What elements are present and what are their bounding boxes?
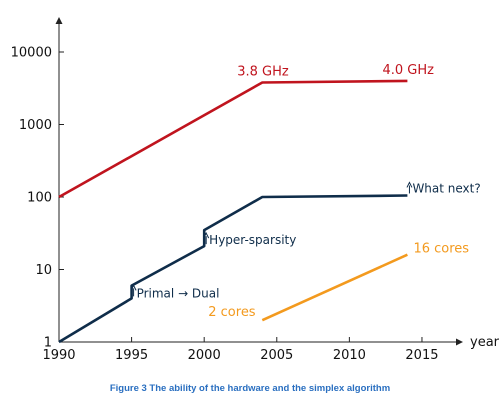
y-axis-arrow xyxy=(55,17,63,24)
series-line-3 xyxy=(261,253,408,322)
axes: year 1990 1995 2000 2005 2010 2015 1 10 100 1000 10… xyxy=(11,17,500,363)
figure-caption: Figure 3 The ability of the hardware and… xyxy=(109,383,391,394)
annotation-label: What next? xyxy=(412,181,480,195)
chart: year 1990 1995 2000 2005 2010 2015 1 10 100 1000 10… xyxy=(11,17,500,363)
annotation-label: 2 cores xyxy=(208,305,256,320)
y-tick-label: 1000 xyxy=(19,118,52,133)
x-axis-arrow xyxy=(456,338,463,346)
annotation-arrowhead xyxy=(203,232,210,239)
y-tick-label: 100 xyxy=(27,191,52,206)
x-axis-label: year xyxy=(470,335,500,350)
x-tick-label: 1990 xyxy=(42,348,75,363)
x-tick-label: 2015 xyxy=(405,348,438,363)
x-tick-label: 2000 xyxy=(188,348,221,363)
y-tick-label: 1 xyxy=(44,336,52,351)
annotation-arrowhead xyxy=(406,181,413,188)
x-tick-label: 2005 xyxy=(260,348,293,363)
annotation-arrowhead xyxy=(130,284,137,291)
series-lines xyxy=(58,79,408,344)
x-tick-label: 2010 xyxy=(333,348,366,363)
series-line-2 xyxy=(58,194,408,344)
series-line-1 xyxy=(58,79,408,199)
annotation-label: Primal → Dual xyxy=(137,286,220,300)
x-tick-label: 1995 xyxy=(115,348,148,363)
y-tick-label: 10000 xyxy=(11,46,52,61)
annotation-label: Hyper-sparsity xyxy=(209,233,296,247)
y-tick-label: 10 xyxy=(35,263,52,278)
annotation-label: 16 cores xyxy=(413,242,469,257)
annotation-label: 3.8 GHz xyxy=(237,64,289,79)
annotation-label: 4.0 GHz xyxy=(382,63,434,78)
annotations: 3.8 GHz 4.0 GHz What next? Hyper-sparsity Pr… xyxy=(130,63,481,320)
